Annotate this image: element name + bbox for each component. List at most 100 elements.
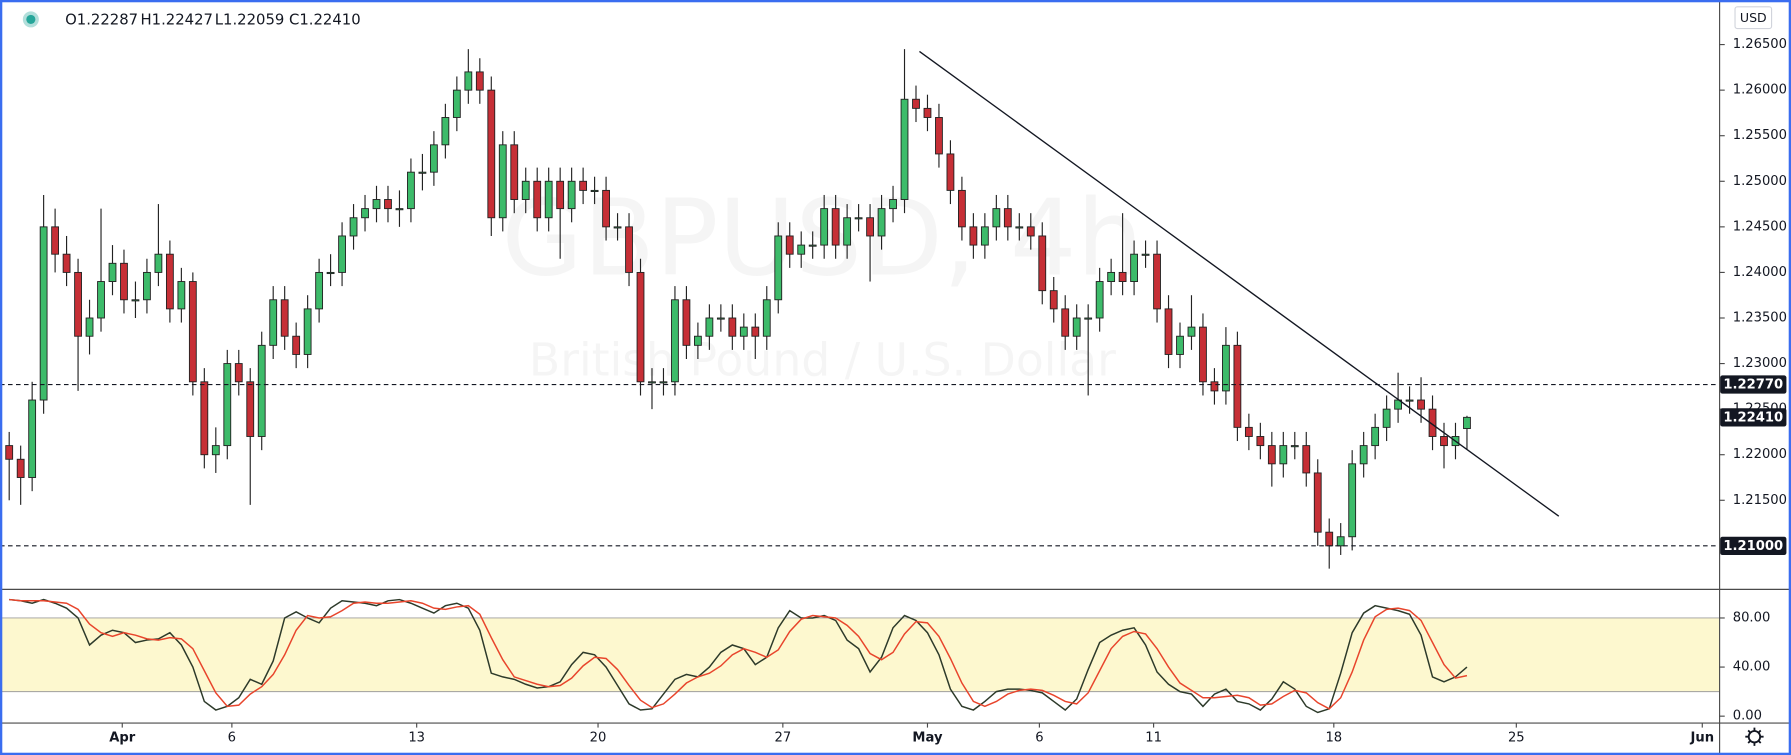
candle-body [234,363,243,383]
candle-body [257,344,266,437]
candle-body [980,226,989,246]
oscillator-line [9,598,1468,710]
candle-body [372,199,381,210]
candle-body [131,299,140,302]
candle-body [452,89,461,118]
candle-body [418,171,427,174]
candle-body [280,299,289,337]
candle-body [315,271,324,310]
candle-body [441,117,450,146]
candle-body [120,262,128,301]
candle-body [62,253,71,273]
last-price-tag [1720,408,1787,427]
y-tick-label: 1.21500 [1733,493,1787,508]
candle-body [671,299,679,383]
x-tick-label: 20 [590,730,607,745]
candle-body [177,281,186,310]
candle-body [728,317,737,337]
axes: 1.215001.220001.225001.230001.235001.240… [109,37,1787,745]
level-tag [1720,375,1787,394]
candle-body [188,281,197,383]
candle-body [1141,253,1150,256]
settings-gear-teeth[interactable] [1745,727,1764,746]
candle-body [269,299,278,346]
header: O1.22287 H1.22427 L1.22059 C1.22410 [22,11,361,29]
candle-body [475,71,484,91]
candle-body [5,445,14,460]
currency-button[interactable] [1734,6,1773,30]
candle-body [923,107,932,118]
candle-body [74,271,82,337]
candle-body [912,98,920,109]
x-tick-label: 6 [1035,730,1043,745]
candle-body [1325,531,1334,547]
candle-body [429,144,438,173]
candle-body [510,144,519,200]
y-tick-label: 1.26000 [1733,83,1787,98]
candle-body [751,326,760,337]
y-tick-label: 40.00 [1733,660,1771,675]
candle-body [361,208,369,219]
y-tick-label: 1.23000 [1733,356,1787,371]
candle-body [143,271,151,301]
candle-body [1095,281,1104,319]
candle-body [1417,399,1425,410]
candle-body [16,458,25,478]
candle-body [831,208,840,246]
oscillator-band [0,617,1720,692]
candle-body [1061,308,1070,337]
candle-body [349,217,358,237]
header-high: H1.22427 [141,12,213,29]
x-tick-label: Apr [109,730,136,745]
candle-body [1038,235,1047,292]
y-tick-label: 1.26500 [1733,37,1787,52]
candle-body [1003,208,1012,228]
candle-body [567,180,576,210]
candle-body [1302,445,1311,474]
candle-body [958,189,966,228]
candle-body [533,180,542,219]
y-tick-label: 1.25000 [1733,174,1787,189]
candle-body [395,208,404,211]
candle-body [820,208,829,246]
candle-body [969,226,978,246]
y-tick-label: 80.00 [1733,610,1771,625]
candle-body [1244,426,1253,437]
currency-label[interactable]: USD [1740,10,1767,25]
candle-body [854,217,863,220]
candle-body [384,199,392,210]
candle-body [1222,344,1230,392]
x-tick-label: 6 [228,730,236,745]
candle-body [716,317,725,320]
level-tag [1720,536,1787,555]
candle-body [636,271,645,383]
candle-body [556,180,565,210]
x-tick-label: May [912,730,943,745]
candle-body [303,308,312,355]
candle-body [464,71,473,91]
candle-body [1072,317,1081,337]
settings-icon[interactable] [1745,727,1764,746]
candle-body [108,262,117,282]
header-low: L1.22059 [215,12,285,29]
header-close: C1.22410 [289,12,361,29]
header-open: O1.22287 [65,12,138,29]
candle-body [1233,344,1242,428]
candle-body [1463,416,1471,430]
candle-body [694,335,702,346]
candle-body [1130,253,1138,282]
level-tag-label: 1.21000 [1723,539,1783,554]
candle-body [774,235,783,301]
candle-body [1336,536,1345,547]
candle-body [51,226,60,255]
x-tick-label: 13 [408,730,425,745]
candle-body [935,117,943,155]
candle-body [1348,463,1357,538]
candle-body [1371,426,1380,447]
candle-body [889,199,897,210]
candle-body [498,144,507,219]
candle-body [97,281,105,319]
candle-body [544,180,553,219]
y-tick-label: 0.00 [1733,709,1762,724]
